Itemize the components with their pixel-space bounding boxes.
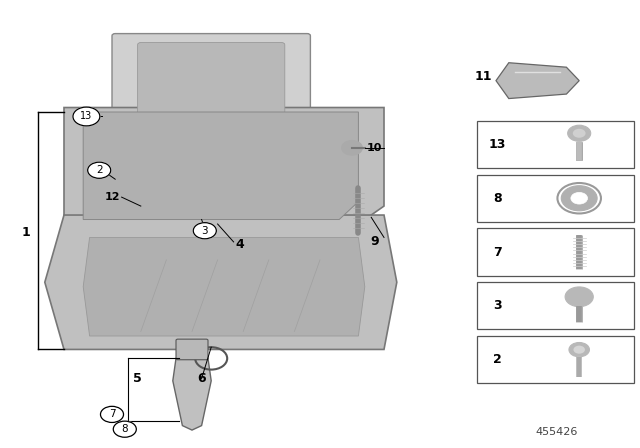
Polygon shape xyxy=(83,237,365,336)
Text: 3: 3 xyxy=(202,226,208,236)
Circle shape xyxy=(193,223,216,239)
Text: 13: 13 xyxy=(80,112,93,121)
Text: 9: 9 xyxy=(370,235,379,249)
Circle shape xyxy=(561,186,597,211)
Circle shape xyxy=(113,421,136,437)
FancyBboxPatch shape xyxy=(112,34,310,128)
Text: 2: 2 xyxy=(96,165,102,175)
Text: 5: 5 xyxy=(133,372,142,385)
Bar xyxy=(477,228,634,276)
FancyBboxPatch shape xyxy=(138,43,285,119)
Circle shape xyxy=(565,287,593,306)
Bar xyxy=(477,121,634,168)
FancyBboxPatch shape xyxy=(176,339,208,360)
Bar xyxy=(477,336,634,383)
Circle shape xyxy=(342,141,362,155)
Text: 13: 13 xyxy=(488,138,506,151)
Text: 2: 2 xyxy=(493,353,502,366)
Text: 10: 10 xyxy=(367,143,382,153)
Text: 3: 3 xyxy=(493,299,502,312)
Circle shape xyxy=(73,107,100,126)
Bar xyxy=(477,175,634,222)
Polygon shape xyxy=(83,112,358,220)
Text: 4: 4 xyxy=(236,237,244,251)
Circle shape xyxy=(88,162,111,178)
Circle shape xyxy=(100,406,124,422)
Text: 8: 8 xyxy=(493,192,502,205)
Circle shape xyxy=(569,342,589,357)
Text: 12: 12 xyxy=(104,192,120,202)
Polygon shape xyxy=(173,358,211,430)
Circle shape xyxy=(573,129,586,138)
Bar xyxy=(477,282,634,329)
Text: 1: 1 xyxy=(21,226,30,240)
Circle shape xyxy=(571,193,588,204)
Text: 7: 7 xyxy=(493,246,502,258)
Text: 6: 6 xyxy=(197,372,206,385)
Text: 8: 8 xyxy=(122,424,128,434)
Text: 7: 7 xyxy=(109,409,115,419)
Circle shape xyxy=(568,125,591,142)
Polygon shape xyxy=(496,63,579,99)
Text: 455426: 455426 xyxy=(536,427,578,437)
Text: 11: 11 xyxy=(474,69,492,83)
Polygon shape xyxy=(45,215,397,349)
Circle shape xyxy=(573,346,585,354)
Polygon shape xyxy=(64,108,384,224)
